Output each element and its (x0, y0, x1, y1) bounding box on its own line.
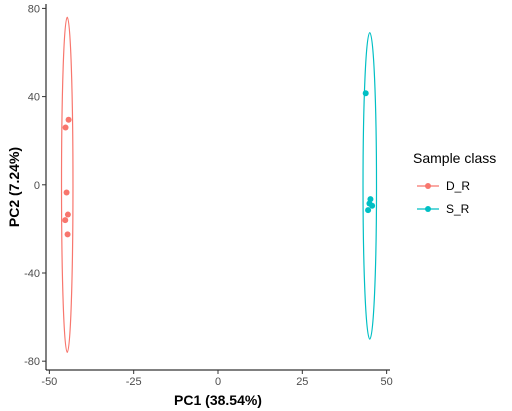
x-axis-title: PC1 (38.54%) (174, 392, 262, 408)
ellipse-d-r (60, 16, 74, 353)
x-tick-label: -50 (41, 376, 57, 388)
y-axis-title: PC2 (7.24%) (6, 147, 22, 227)
x-tick-label: 0 (215, 376, 221, 388)
y-tick-label: -80 (24, 356, 40, 368)
legend-label: S_R (446, 202, 470, 216)
y-tick-label: 0 (34, 180, 40, 192)
point-d-r (64, 231, 71, 238)
data-points (62, 90, 376, 238)
point-s-r (369, 202, 376, 209)
point-d-r (65, 116, 72, 123)
confidence-ellipses (60, 16, 378, 353)
y-tick-label: 40 (28, 92, 40, 104)
x-tick-label: -25 (126, 376, 142, 388)
x-axis-ticks: -50 -25 0 25 50 (41, 370, 393, 388)
legend-item: D_R (417, 179, 470, 193)
x-tick-label: 50 (381, 376, 393, 388)
legend-key-point (425, 183, 431, 189)
x-tick-label: 25 (296, 376, 308, 388)
point-d-r (64, 211, 71, 218)
y-tick-label: 80 (28, 3, 40, 15)
ellipse-s-r (362, 32, 378, 340)
legend-label: D_R (446, 179, 470, 193)
legend-title: Sample class (413, 150, 496, 166)
point-s-r (362, 90, 369, 97)
y-tick-label: -40 (24, 268, 40, 280)
point-d-r (62, 217, 69, 224)
point-d-r (63, 189, 70, 196)
y-axis-ticks: -80 -40 0 40 80 (24, 3, 46, 368)
legend-key-point (425, 206, 431, 212)
point-s-r (365, 207, 372, 214)
legend: Sample class D_R S_R (413, 150, 496, 216)
legend-items: D_R S_R (417, 179, 470, 216)
point-d-r (62, 124, 69, 131)
legend-item: S_R (417, 202, 470, 216)
